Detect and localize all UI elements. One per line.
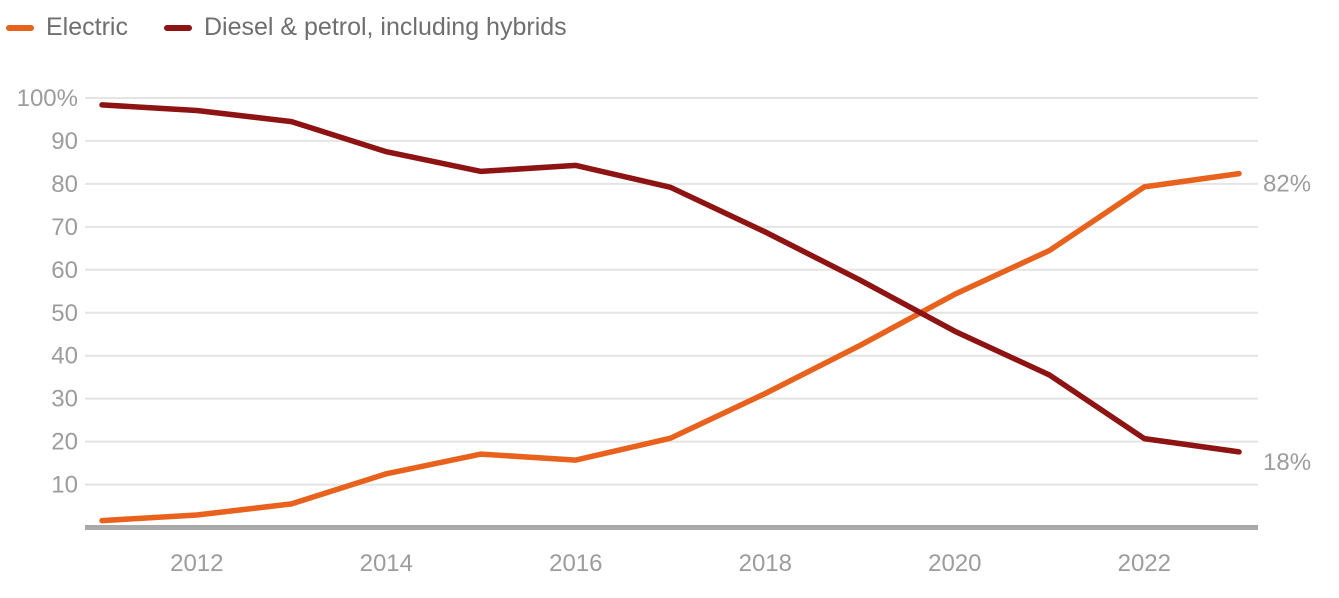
y-tick-label-90: 90 [51, 128, 78, 155]
y-tick-label-20: 20 [51, 429, 78, 456]
legend-swatch-icon [6, 24, 34, 31]
series-line-diesel-petrol [99, 102, 1242, 455]
x-tick-label-2014: 2014 [360, 550, 413, 577]
x-tick-label-2012: 2012 [170, 550, 223, 577]
chart-legend: Electric Diesel & petrol, including hybri… [6, 13, 567, 42]
series-end-label-electric: 82% [1263, 171, 1311, 198]
y-tick-label-40: 40 [51, 343, 78, 370]
series-end-label-diesel-petrol: 18% [1263, 449, 1311, 476]
y-tick-label-100: 100% [17, 85, 78, 112]
y-tick-label-60: 60 [51, 257, 78, 284]
legend-item-electric: Electric [6, 13, 128, 42]
y-tick-label-50: 50 [51, 300, 78, 327]
legend-label: Electric [46, 13, 128, 41]
x-tick-label-2020: 2020 [928, 550, 981, 577]
y-tick-label-80: 80 [51, 171, 78, 198]
series-line-electric [99, 170, 1242, 524]
y-tick-label-70: 70 [51, 214, 78, 241]
legend-item-diesel-petrol: Diesel & petrol, including hybrids [163, 13, 567, 42]
x-tick-label-2022: 2022 [1118, 550, 1171, 577]
x-tick-label-2018: 2018 [739, 550, 792, 577]
y-tick-label-30: 30 [51, 386, 78, 413]
legend-swatch-icon [163, 24, 192, 31]
x-tick-label-2016: 2016 [549, 550, 602, 577]
y-tick-label-10: 10 [51, 472, 78, 499]
legend-label: Diesel & petrol, including hybrids [203, 13, 567, 41]
